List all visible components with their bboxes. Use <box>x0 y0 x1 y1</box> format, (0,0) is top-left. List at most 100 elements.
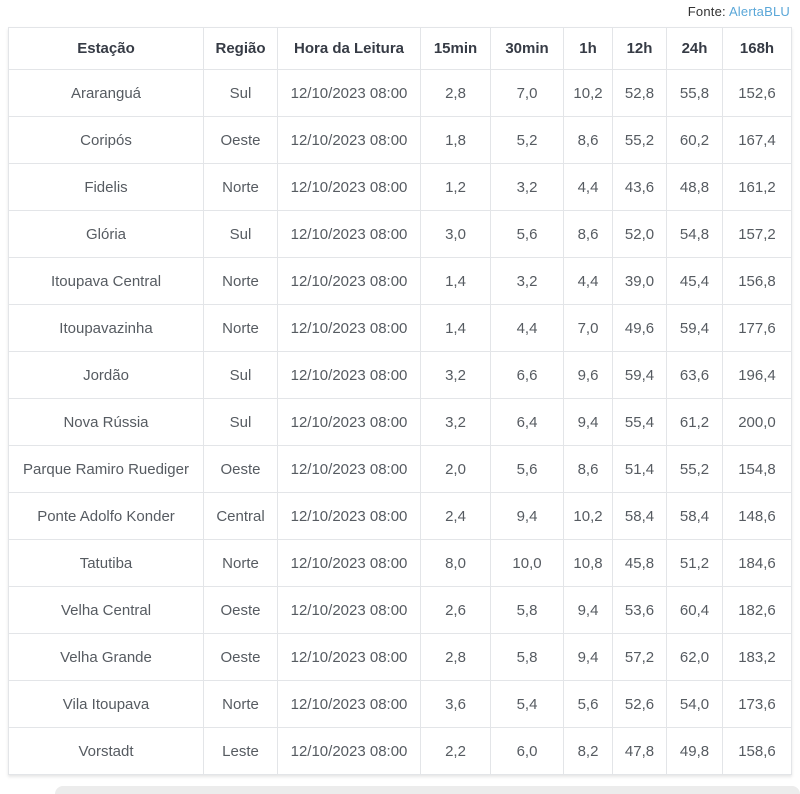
cell-30min: 5,6 <box>490 210 564 258</box>
cell-hora-da-leitura: 12/10/2023 08:00 <box>277 445 421 493</box>
table-row: Velha Grande Oeste 12/10/2023 08:00 2,8 5,8 9… <box>8 633 792 681</box>
cell-168h: 156,8 <box>722 257 792 305</box>
cell-regiao: Oeste <box>203 633 278 681</box>
cell-estacao: Itoupava Central <box>8 257 204 305</box>
cell-30min: 9,4 <box>490 492 564 540</box>
table-row: Tatutiba Norte 12/10/2023 08:00 8,0 10,0 10,8… <box>8 539 792 587</box>
cell-1h: 8,6 <box>563 445 613 493</box>
cell-24h: 49,8 <box>666 727 723 775</box>
cell-regiao: Norte <box>203 680 278 728</box>
cell-168h: 182,6 <box>722 586 792 634</box>
cell-168h: 157,2 <box>722 210 792 258</box>
table-row: Vorstadt Leste 12/10/2023 08:00 2,2 6,0 8,2 47… <box>8 727 792 775</box>
cell-estacao: Glória <box>8 210 204 258</box>
column-header-estacao: Estação <box>8 27 204 70</box>
cell-24h: 60,4 <box>666 586 723 634</box>
cell-regiao: Leste <box>203 727 278 775</box>
cell-regiao: Norte <box>203 539 278 587</box>
cell-regiao: Oeste <box>203 116 278 164</box>
cell-estacao: Vila Itoupava <box>8 680 204 728</box>
cell-15min: 1,8 <box>420 116 491 164</box>
cell-15min: 2,6 <box>420 586 491 634</box>
cell-1h: 8,2 <box>563 727 613 775</box>
cell-1h: 9,4 <box>563 586 613 634</box>
table-row: Glória Sul 12/10/2023 08:00 3,0 5,6 8,6 52,0 54… <box>8 210 792 258</box>
cell-1h: 8,6 <box>563 116 613 164</box>
cell-1h: 4,4 <box>563 163 613 211</box>
cell-regiao: Norte <box>203 257 278 305</box>
cell-12h: 39,0 <box>612 257 667 305</box>
cell-hora-da-leitura: 12/10/2023 08:00 <box>277 539 421 587</box>
column-header-15min: 15min <box>420 27 491 70</box>
cell-hora-da-leitura: 12/10/2023 08:00 <box>277 727 421 775</box>
cell-12h: 55,4 <box>612 398 667 446</box>
source-link[interactable]: AlertaBLU <box>728 4 790 19</box>
cell-30min: 5,4 <box>490 680 564 728</box>
cell-15min: 1,4 <box>420 257 491 305</box>
cell-estacao: Nova Rússia <box>8 398 204 446</box>
cell-12h: 47,8 <box>612 727 667 775</box>
cell-regiao: Norte <box>203 304 278 352</box>
cell-12h: 49,6 <box>612 304 667 352</box>
cell-12h: 53,6 <box>612 586 667 634</box>
cell-regiao: Oeste <box>203 586 278 634</box>
table-row: Parque Ramiro Ruediger Oeste 12/10/2023 08… <box>8 445 792 493</box>
cell-hora-da-leitura: 12/10/2023 08:00 <box>277 633 421 681</box>
cell-12h: 43,6 <box>612 163 667 211</box>
column-header-regiao: Região <box>203 27 278 70</box>
cell-24h: 60,2 <box>666 116 723 164</box>
cell-15min: 1,4 <box>420 304 491 352</box>
table-row: Nova Rússia Sul 12/10/2023 08:00 3,2 6,4 9,4 5… <box>8 398 792 446</box>
cell-24h: 54,8 <box>666 210 723 258</box>
cell-15min: 2,0 <box>420 445 491 493</box>
cell-estacao: Jordão <box>8 351 204 399</box>
cell-1h: 5,6 <box>563 680 613 728</box>
cell-1h: 4,4 <box>563 257 613 305</box>
column-header-12h: 12h <box>612 27 667 70</box>
cell-estacao: Velha Central <box>8 586 204 634</box>
partial-element-below-table <box>55 786 800 794</box>
cell-regiao: Sul <box>203 69 278 117</box>
cell-168h: 167,4 <box>722 116 792 164</box>
cell-hora-da-leitura: 12/10/2023 08:00 <box>277 116 421 164</box>
cell-1h: 10,2 <box>563 492 613 540</box>
cell-12h: 52,6 <box>612 680 667 728</box>
cell-30min: 6,4 <box>490 398 564 446</box>
cell-168h: 152,6 <box>722 69 792 117</box>
cell-estacao: Araranguá <box>8 69 204 117</box>
table-row: Jordão Sul 12/10/2023 08:00 3,2 6,6 9,6 59,4 63… <box>8 351 792 399</box>
table-row: Vila Itoupava Norte 12/10/2023 08:00 3,6 5,4… <box>8 680 792 728</box>
column-header-168h: 168h <box>722 27 792 70</box>
cell-168h: 200,0 <box>722 398 792 446</box>
cell-hora-da-leitura: 12/10/2023 08:00 <box>277 586 421 634</box>
cell-12h: 55,2 <box>612 116 667 164</box>
cell-30min: 4,4 <box>490 304 564 352</box>
cell-15min: 2,8 <box>420 69 491 117</box>
cell-24h: 59,4 <box>666 304 723 352</box>
cell-1h: 9,6 <box>563 351 613 399</box>
cell-1h: 10,2 <box>563 69 613 117</box>
cell-1h: 9,4 <box>563 398 613 446</box>
cell-24h: 48,8 <box>666 163 723 211</box>
cell-15min: 8,0 <box>420 539 491 587</box>
table-body: Araranguá Sul 12/10/2023 08:00 2,8 7,0 10,2 52… <box>8 69 792 775</box>
cell-12h: 59,4 <box>612 351 667 399</box>
cell-15min: 3,2 <box>420 398 491 446</box>
cell-hora-da-leitura: 12/10/2023 08:00 <box>277 351 421 399</box>
cell-12h: 52,0 <box>612 210 667 258</box>
column-header-hora-da-leitura: Hora da Leitura <box>277 27 421 70</box>
table-row: Itoupava Central Norte 12/10/2023 08:00 1,4… <box>8 257 792 305</box>
cell-15min: 2,4 <box>420 492 491 540</box>
cell-168h: 177,6 <box>722 304 792 352</box>
cell-hora-da-leitura: 12/10/2023 08:00 <box>277 163 421 211</box>
cell-1h: 8,6 <box>563 210 613 258</box>
cell-168h: 173,6 <box>722 680 792 728</box>
cell-1h: 9,4 <box>563 633 613 681</box>
cell-12h: 51,4 <box>612 445 667 493</box>
cell-12h: 58,4 <box>612 492 667 540</box>
cell-168h: 154,8 <box>722 445 792 493</box>
cell-estacao: Parque Ramiro Ruediger <box>8 445 204 493</box>
cell-15min: 1,2 <box>420 163 491 211</box>
cell-168h: 148,6 <box>722 492 792 540</box>
cell-168h: 161,2 <box>722 163 792 211</box>
